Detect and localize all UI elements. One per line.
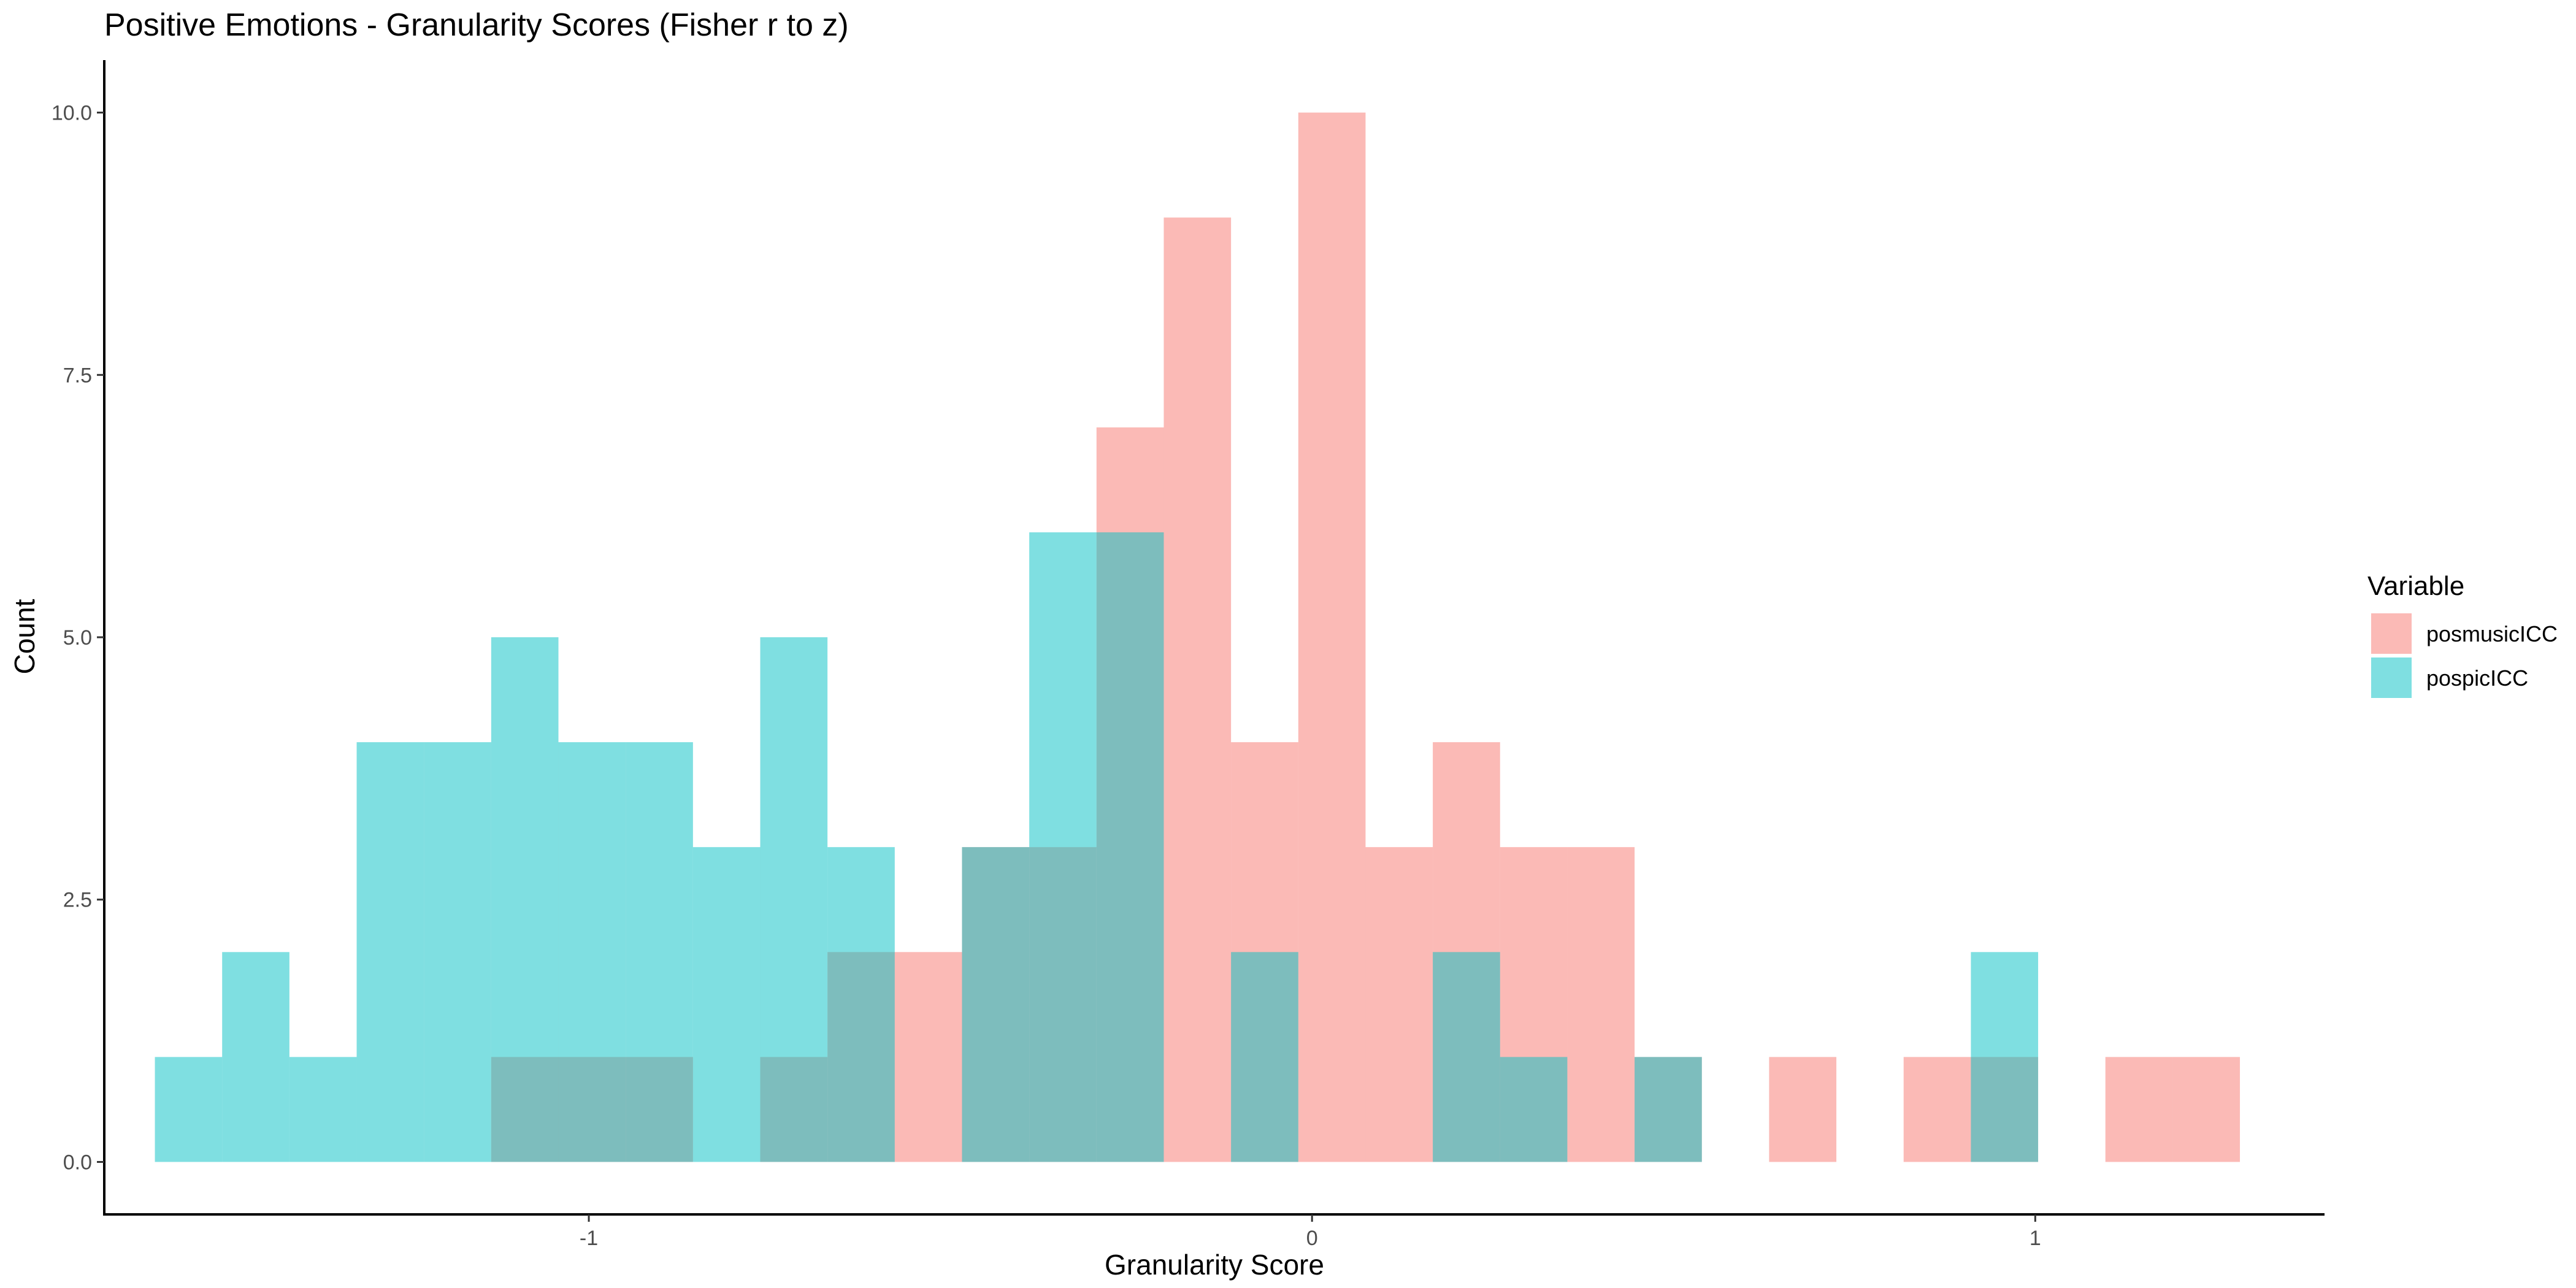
bar-pospicICC-19 (1433, 952, 1500, 1162)
bar-posmusicICC-30 (2172, 1057, 2241, 1162)
bar-pospicICC-0 (155, 1057, 223, 1162)
bar-pospicICC-10 (827, 847, 895, 1162)
y-tick-label: 2.5 (63, 889, 92, 912)
legend-swatch-pospicICC (2371, 657, 2412, 698)
x-axis-ticks: -1 0 1 (580, 1214, 2041, 1250)
bar-pospicICC-22 (1635, 1057, 1702, 1162)
bar-pospicICC-27 (1971, 952, 2039, 1162)
bar-posmusicICC-24 (1769, 1057, 1837, 1162)
bar-pospicICC-13 (1029, 532, 1097, 1162)
chart-title: Positive Emotions - Granularity Scores (… (104, 7, 849, 43)
legend-label-pospicICC: pospicICC (2426, 665, 2528, 691)
bar-posmusicICC-18 (1365, 847, 1433, 1162)
bar-pospicICC-3 (356, 742, 424, 1162)
legend-title: Variable (2367, 571, 2464, 601)
legend-swatch-posmusicICC (2371, 613, 2412, 654)
legend-label-posmusicICC: posmusicICC (2426, 621, 2558, 646)
y-tick-label: 5.0 (63, 626, 92, 650)
bar-pospicICC-6 (558, 742, 626, 1162)
series-pospicICC (155, 532, 2039, 1162)
x-axis-title: Granularity Score (1105, 1249, 1324, 1281)
bar-posmusicICC-11 (894, 952, 962, 1162)
bar-pospicICC-14 (1096, 532, 1164, 1162)
bar-pospicICC-4 (424, 742, 491, 1162)
y-axis-title: Count (9, 599, 40, 674)
x-tick-label: 0 (1306, 1227, 1318, 1250)
y-axis-ticks: 0.0 2.5 5.0 7.5 10.0 (52, 102, 104, 1174)
x-tick-label: -1 (580, 1227, 598, 1250)
bar-pospicICC-12 (962, 847, 1030, 1162)
bar-pospicICC-9 (760, 637, 828, 1162)
bar-pospicICC-7 (626, 742, 693, 1162)
bar-posmusicICC-21 (1567, 847, 1635, 1162)
bar-posmusicICC-29 (2105, 1057, 2173, 1162)
bar-pospicICC-2 (289, 1057, 357, 1162)
x-tick-label: 1 (2030, 1227, 2041, 1250)
bar-pospicICC-1 (222, 952, 289, 1162)
legend: Variable posmusicICC pospicICC (2367, 571, 2558, 698)
bars-layer (155, 112, 2241, 1162)
bar-pospicICC-5 (491, 637, 559, 1162)
bar-pospicICC-20 (1500, 1057, 1568, 1162)
y-tick-label: 10.0 (52, 102, 92, 125)
bar-posmusicICC-26 (1903, 1057, 1971, 1162)
bar-posmusicICC-15 (1163, 217, 1232, 1162)
y-tick-label: 0.0 (63, 1151, 92, 1174)
legend-items: posmusicICC pospicICC (2371, 613, 2558, 698)
bar-pospicICC-8 (692, 847, 761, 1162)
bar-posmusicICC-17 (1298, 112, 1366, 1162)
y-tick-label: 7.5 (63, 364, 92, 387)
bar-pospicICC-16 (1231, 952, 1298, 1162)
